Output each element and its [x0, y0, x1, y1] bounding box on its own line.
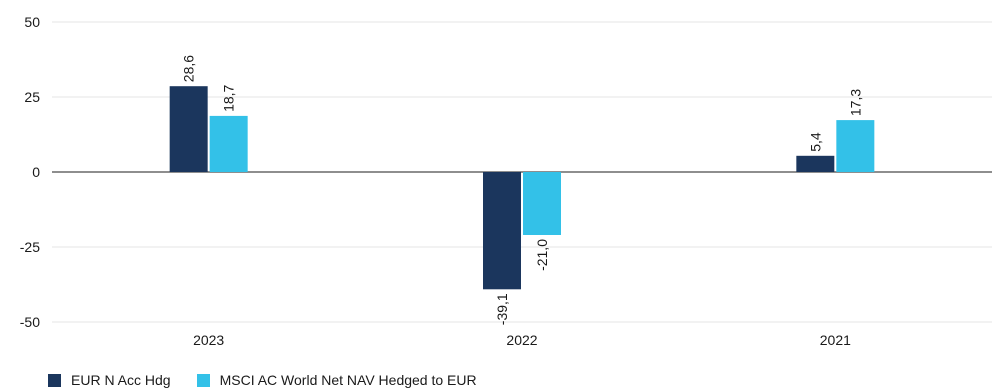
- legend-label-fund: EUR N Acc Hdg: [71, 372, 171, 388]
- data-label: -21,0: [534, 239, 550, 271]
- y-tick-label: -50: [20, 314, 40, 330]
- gridlines: [52, 21, 992, 323]
- data-label: 28,6: [181, 55, 197, 82]
- x-tick-label: 2023: [193, 332, 224, 348]
- bar-fund-2022: [483, 172, 521, 290]
- x-tick-label: 2022: [506, 332, 537, 348]
- y-tick-label: 50: [24, 14, 40, 30]
- bar-benchmark-2021: [836, 120, 875, 172]
- x-axis: 2023 2022 2021: [193, 332, 851, 348]
- bar-fund-2021: [796, 155, 835, 172]
- bar-benchmark-2023: [209, 115, 248, 172]
- legend-item-fund: EUR N Acc Hdg: [48, 372, 171, 388]
- bars: 28,6 18,7 -39,1 -21,0 5,4 17,3: [169, 55, 875, 325]
- data-label: 17,3: [847, 89, 863, 116]
- legend-item-benchmark: MSCI AC World Net NAV Hedged to EUR: [196, 372, 477, 388]
- data-label: -39,1: [494, 293, 510, 325]
- legend-label-benchmark: MSCI AC World Net NAV Hedged to EUR: [219, 372, 477, 388]
- y-axis: 50 25 0 -25 -50: [20, 14, 40, 330]
- bar-fund-2023: [169, 86, 208, 172]
- x-tick-label: 2021: [820, 332, 851, 348]
- y-tick-label: 25: [24, 89, 40, 105]
- legend: EUR N Acc Hdg MSCI AC World Net NAV Hedg…: [48, 372, 503, 388]
- data-label: 5,4: [807, 132, 823, 152]
- y-tick-label: 0: [32, 164, 40, 180]
- legend-swatch-benchmark: [196, 373, 210, 387]
- bar-benchmark-2022: [523, 172, 561, 235]
- data-label: 18,7: [221, 84, 237, 111]
- y-tick-label: -25: [20, 239, 40, 255]
- legend-swatch-fund: [48, 373, 61, 387]
